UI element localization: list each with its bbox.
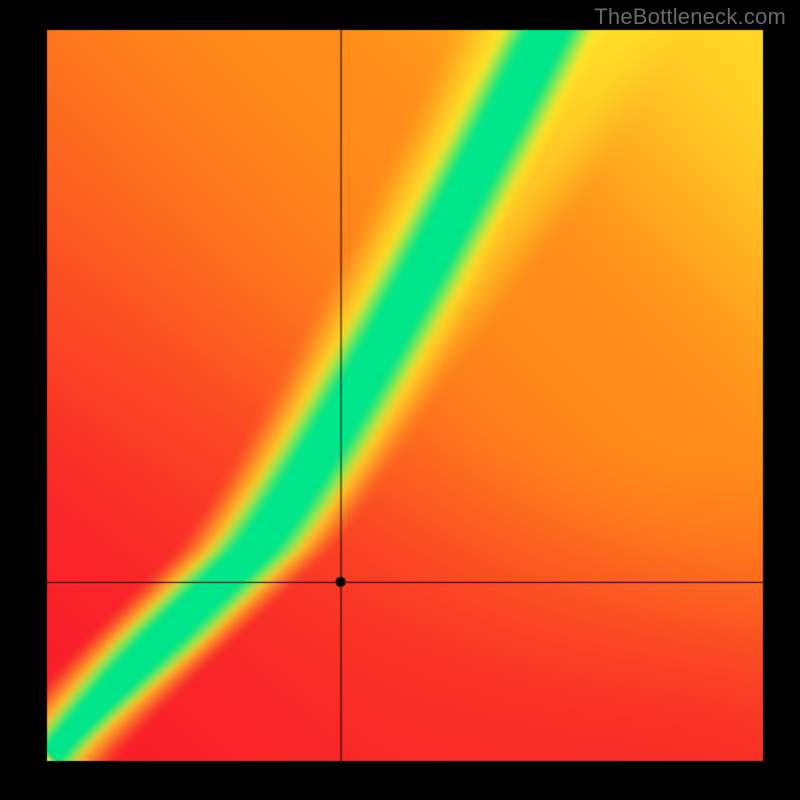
- watermark-text: TheBottleneck.com: [594, 4, 786, 30]
- heatmap-canvas: [0, 0, 800, 800]
- chart-container: TheBottleneck.com: [0, 0, 800, 800]
